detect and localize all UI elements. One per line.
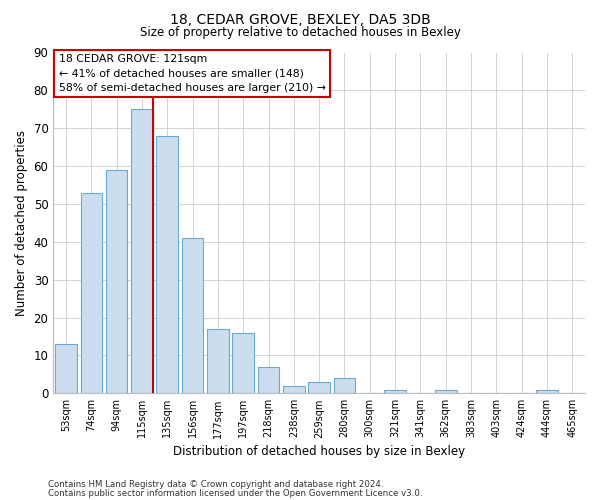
- Bar: [207, 329, 229, 394]
- Text: Contains HM Land Registry data © Crown copyright and database right 2024.: Contains HM Land Registry data © Crown c…: [48, 480, 383, 489]
- Bar: [258, 367, 279, 394]
- Bar: [385, 390, 406, 394]
- X-axis label: Distribution of detached houses by size in Bexley: Distribution of detached houses by size …: [173, 444, 465, 458]
- Y-axis label: Number of detached properties: Number of detached properties: [15, 130, 28, 316]
- Text: Contains public sector information licensed under the Open Government Licence v3: Contains public sector information licen…: [48, 488, 422, 498]
- Bar: [131, 110, 152, 394]
- Bar: [334, 378, 355, 394]
- Text: 18 CEDAR GROVE: 121sqm
← 41% of detached houses are smaller (148)
58% of semi-de: 18 CEDAR GROVE: 121sqm ← 41% of detached…: [59, 54, 325, 93]
- Bar: [536, 390, 558, 394]
- Bar: [308, 382, 330, 394]
- Bar: [182, 238, 203, 394]
- Bar: [435, 390, 457, 394]
- Bar: [80, 192, 102, 394]
- Bar: [232, 332, 254, 394]
- Bar: [283, 386, 305, 394]
- Text: 18, CEDAR GROVE, BEXLEY, DA5 3DB: 18, CEDAR GROVE, BEXLEY, DA5 3DB: [170, 12, 430, 26]
- Bar: [55, 344, 77, 394]
- Bar: [157, 136, 178, 394]
- Text: Size of property relative to detached houses in Bexley: Size of property relative to detached ho…: [140, 26, 460, 39]
- Bar: [106, 170, 127, 394]
